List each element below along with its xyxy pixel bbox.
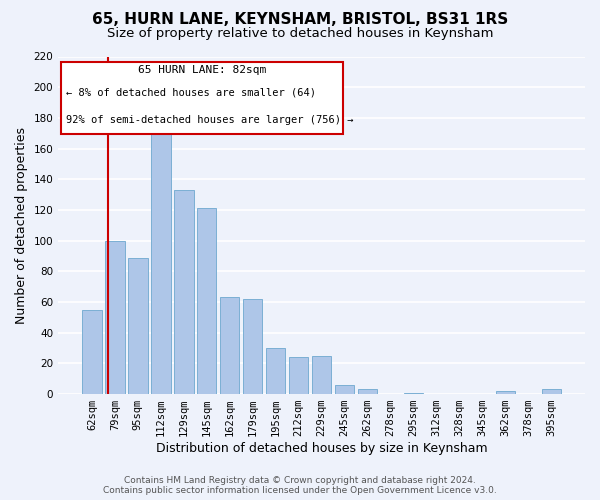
Text: ← 8% of detached houses are smaller (64): ← 8% of detached houses are smaller (64) xyxy=(66,88,316,98)
Bar xyxy=(220,298,239,394)
Y-axis label: Number of detached properties: Number of detached properties xyxy=(15,127,28,324)
Bar xyxy=(404,392,423,394)
Bar xyxy=(312,356,331,394)
Bar xyxy=(197,208,217,394)
Bar xyxy=(266,348,286,394)
X-axis label: Distribution of detached houses by size in Keynsham: Distribution of detached houses by size … xyxy=(156,442,487,455)
Bar xyxy=(289,358,308,394)
Text: 92% of semi-detached houses are larger (756) →: 92% of semi-detached houses are larger (… xyxy=(66,114,353,124)
Text: 65, HURN LANE, KEYNSHAM, BRISTOL, BS31 1RS: 65, HURN LANE, KEYNSHAM, BRISTOL, BS31 1… xyxy=(92,12,508,28)
Text: Size of property relative to detached houses in Keynsham: Size of property relative to detached ho… xyxy=(107,28,493,40)
Bar xyxy=(243,299,262,394)
Bar xyxy=(128,258,148,394)
Bar xyxy=(82,310,101,394)
FancyBboxPatch shape xyxy=(61,62,343,134)
Text: Contains HM Land Registry data © Crown copyright and database right 2024.
Contai: Contains HM Land Registry data © Crown c… xyxy=(103,476,497,495)
Bar xyxy=(174,190,194,394)
Bar xyxy=(335,385,355,394)
Text: 65 HURN LANE: 82sqm: 65 HURN LANE: 82sqm xyxy=(137,65,266,75)
Bar xyxy=(496,391,515,394)
Bar xyxy=(105,240,125,394)
Bar xyxy=(151,126,170,394)
Bar xyxy=(542,390,561,394)
Bar xyxy=(358,390,377,394)
